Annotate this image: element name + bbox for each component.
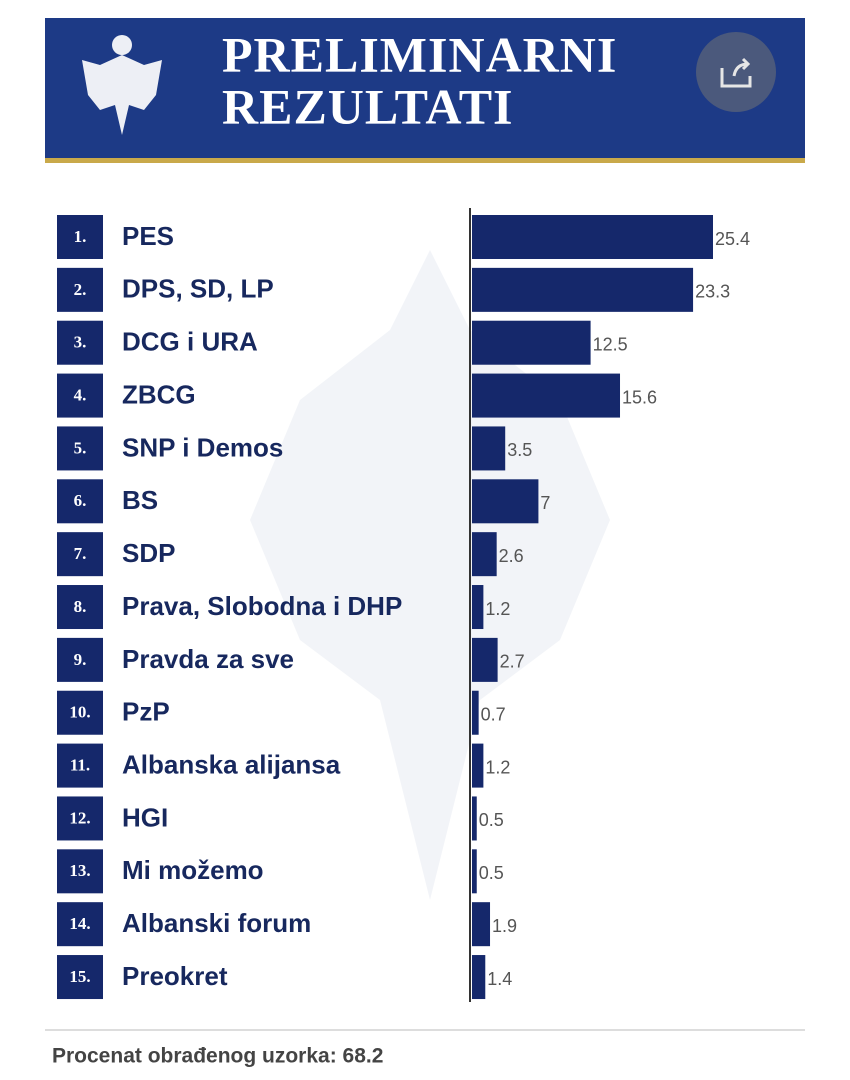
rank-box [57,373,103,418]
value-label: 25.4 [715,229,750,249]
footer: Procenat obrađenog uzorka: 68.2 [52,1045,383,1068]
rank-box [57,690,103,735]
rank-label: 8. [74,597,87,616]
share-icon[interactable] [720,57,752,88]
value-label: 2.7 [500,652,525,672]
value-label: 7 [540,493,550,513]
value-label: 0.5 [479,810,504,830]
value-label: 15.6 [622,387,657,407]
category-label: Preokret [122,961,228,991]
category-label: Mi možemo [122,855,264,885]
rank-label: 15. [69,967,90,986]
rank-label: 3. [74,333,87,352]
rank-box [57,426,103,471]
header-banner [45,18,805,160]
rank-label: 14. [69,914,90,933]
value-label: 0.7 [481,704,506,724]
bar [472,902,491,947]
rank-box [57,479,103,524]
category-label: DPS, SD, LP [122,274,274,304]
category-label: Pravda za sve [122,644,294,674]
rank-box [57,267,103,312]
category-label: DCG i URA [122,327,258,357]
category-label: SNP i Demos [122,432,283,462]
category-label: Prava, Slobodna i DHP [122,591,402,621]
rank-box [57,585,103,630]
bar [472,479,539,524]
bar [472,796,477,841]
bar [472,955,486,1000]
category-label: Albanski forum [122,908,311,938]
rank-label: 6. [74,491,87,510]
value-label: 1.4 [487,969,512,989]
rank-label: 4. [74,385,87,404]
rank-label: 11. [70,756,90,775]
category-label: SDP [122,538,175,568]
value-label: 3.5 [507,440,532,460]
rank-label: 5. [74,438,87,457]
bar [472,849,477,894]
bar [472,373,621,418]
subtitle: REZULTATI [222,78,514,134]
bar [472,267,694,312]
rank-label: 2. [74,280,87,299]
value-label: 1.9 [492,916,517,936]
value-label: 0.5 [479,863,504,883]
bar [472,426,506,471]
category-label: BS [122,485,158,515]
bar [472,637,498,682]
value-label: 1.2 [485,599,510,619]
rank-label: 7. [74,544,87,563]
rank-box [57,902,103,947]
category-label: HGI [122,802,168,832]
bar [472,215,713,259]
category-label: PzP [122,697,170,727]
value-label: 2.6 [499,546,524,566]
rank-box [57,215,103,259]
emblem [82,35,162,135]
category-label: ZBCG [122,379,196,409]
value-label: 23.3 [695,282,730,302]
category-label: Albanska alijansa [122,749,341,779]
rank-box [57,532,103,577]
rank-box [57,849,103,894]
rank-box [57,637,103,682]
category-label: PES [122,221,174,251]
rank-label: 9. [74,650,87,669]
rank-box [57,796,103,841]
rank-box [57,955,103,1000]
rank-label: 1. [74,227,87,246]
bar [472,743,484,788]
bar [472,690,479,735]
rank-label: 10. [69,703,90,722]
title: PRELIMINARNI [222,26,617,82]
bar [472,532,497,577]
rank-label: 12. [69,808,90,827]
rank-box [57,320,103,365]
rank-label: 13. [69,861,90,880]
header-stripe [45,158,805,163]
rank-box [57,743,103,788]
bar [472,585,484,630]
bar [472,320,591,365]
value-label: 12.5 [593,334,628,354]
value-label: 1.2 [485,757,510,777]
